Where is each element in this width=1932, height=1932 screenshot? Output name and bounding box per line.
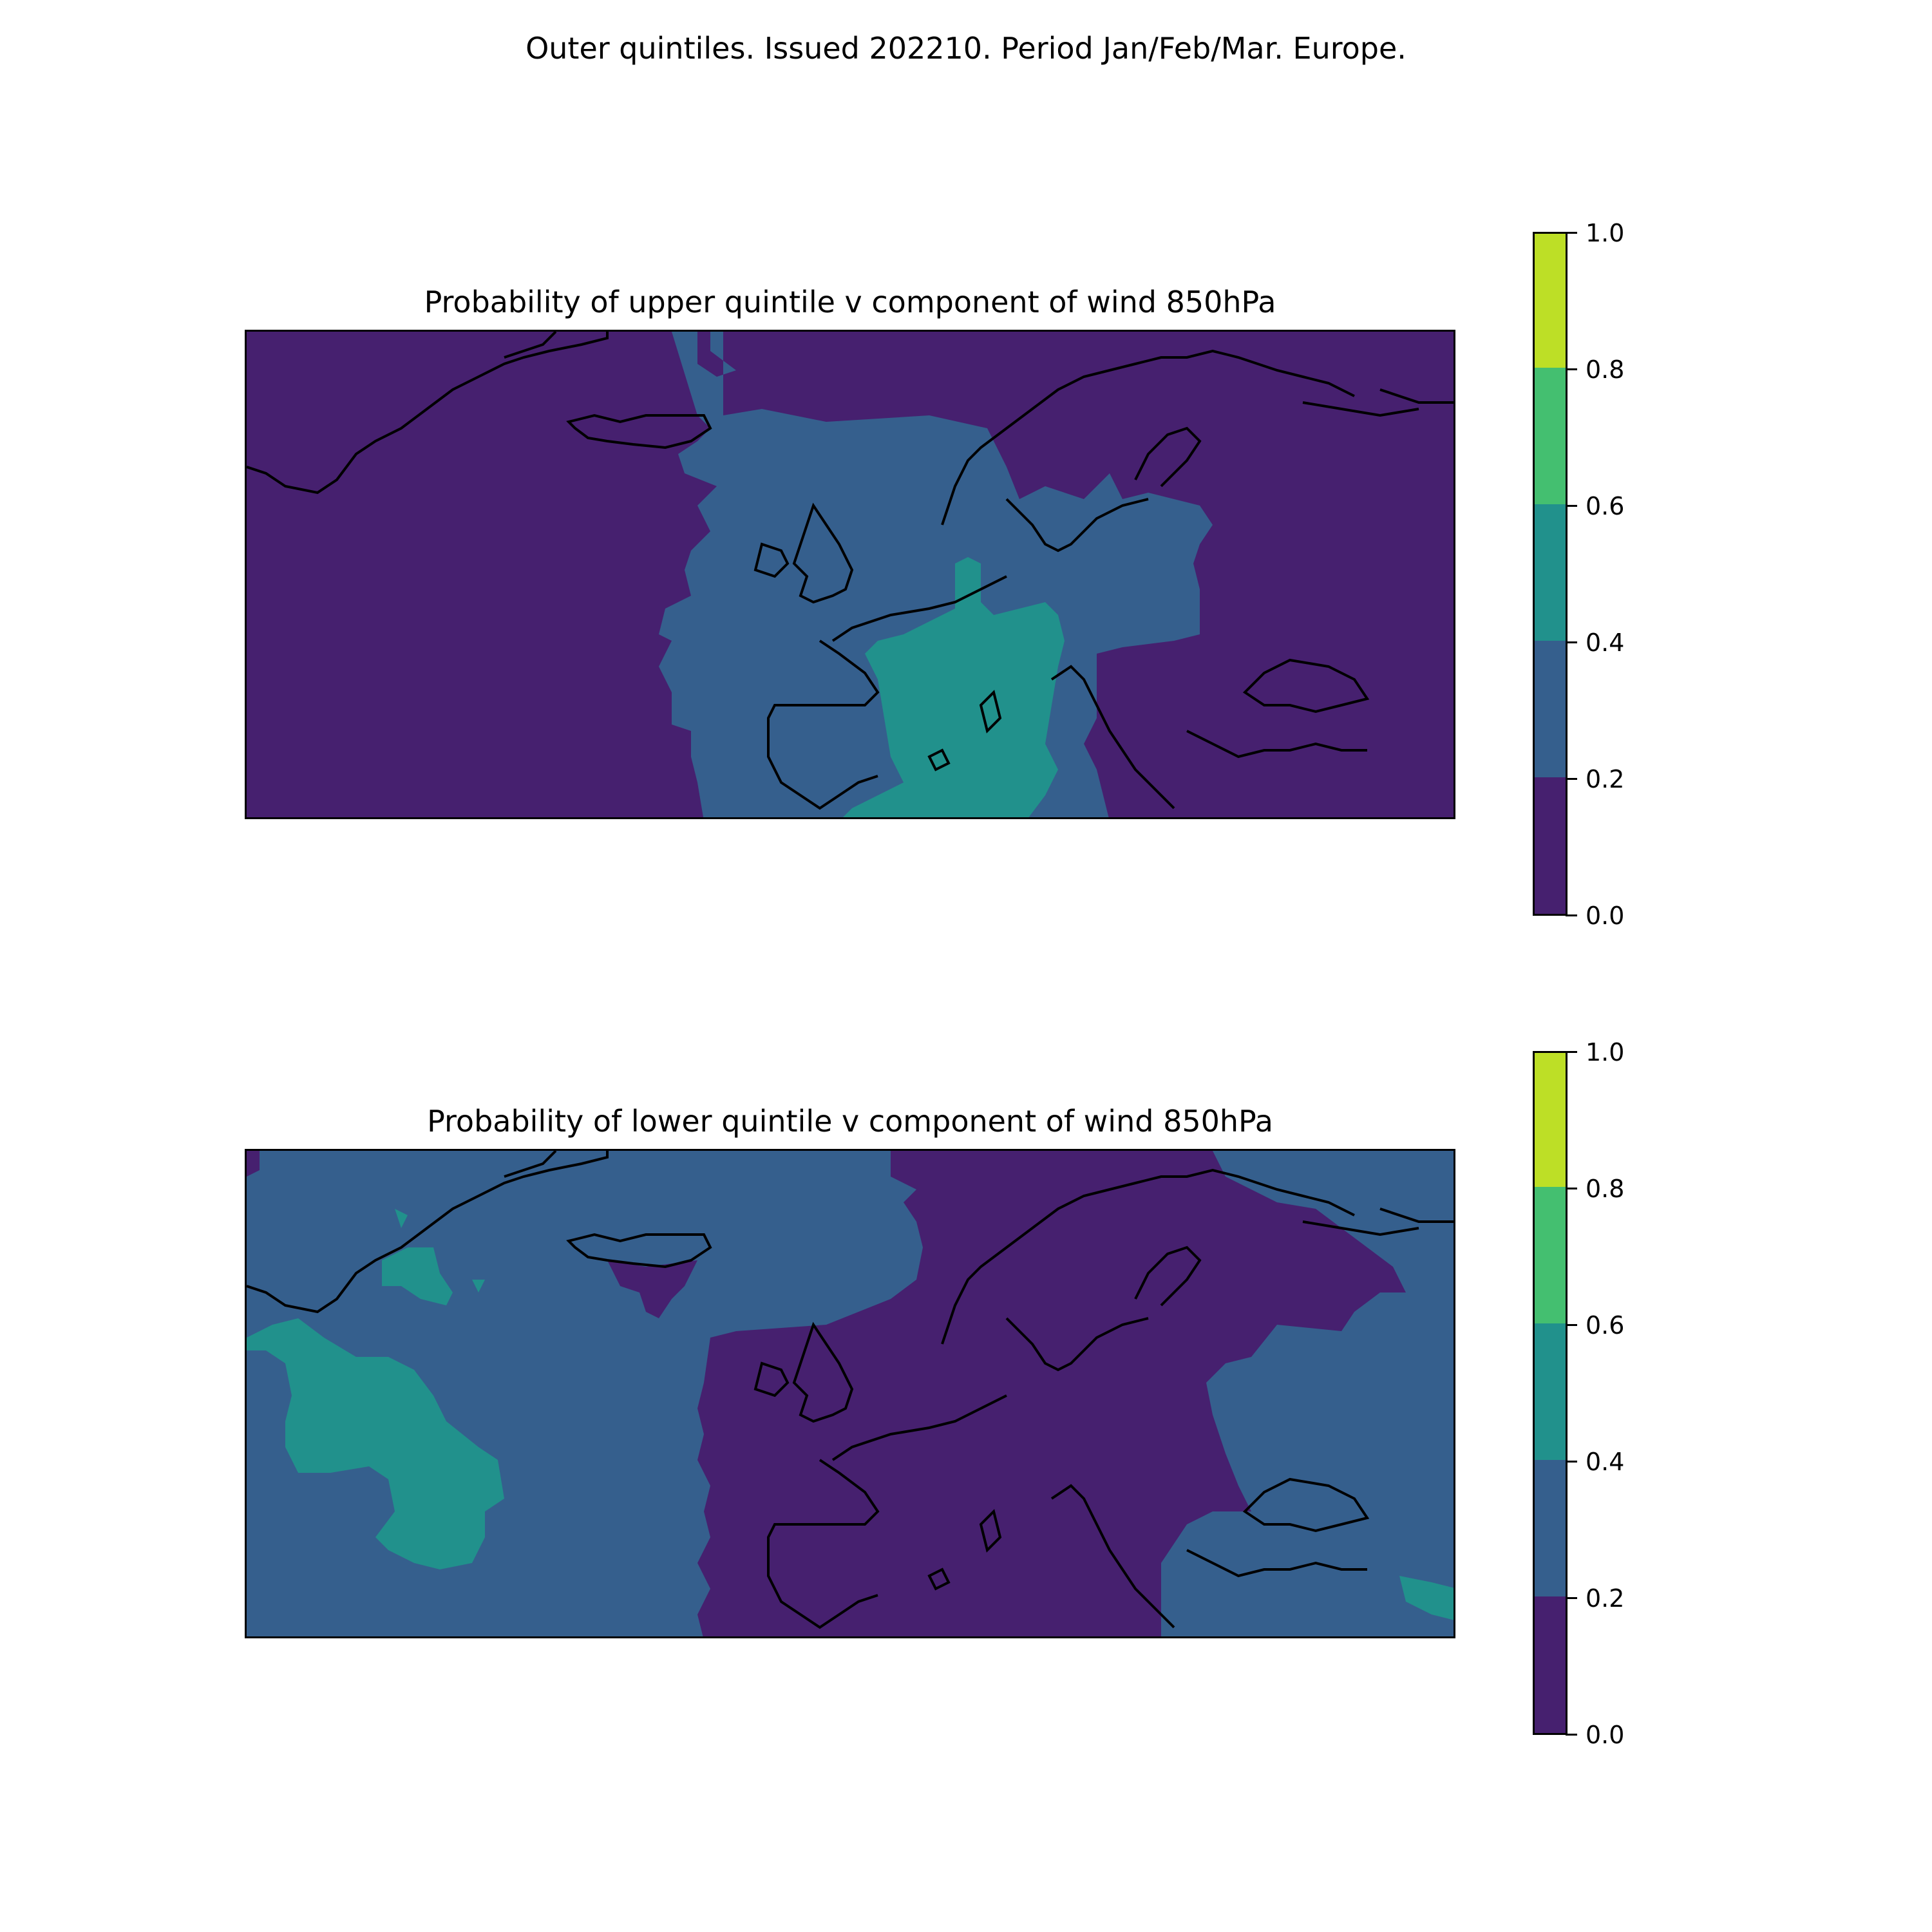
lower-band-0.4-0.6 bbox=[247, 1318, 504, 1569]
lower-colorbar-label: 0.2 bbox=[1586, 1584, 1625, 1613]
lower-colorbar-label: 1.0 bbox=[1586, 1038, 1625, 1066]
lower-colorbar-tick bbox=[1566, 1734, 1577, 1736]
lower-colorbar-label: 0.0 bbox=[1586, 1721, 1625, 1749]
upper-band-0.4-0.6 bbox=[843, 557, 1065, 817]
upper-colorbar-tick bbox=[1566, 914, 1577, 916]
lower-band-0.0-0.2 bbox=[247, 1151, 260, 1177]
upper-colorbar-band-0.4-0.6 bbox=[1535, 504, 1566, 641]
upper-colorbar-tick bbox=[1566, 641, 1577, 643]
upper-colorbar-label: 0.2 bbox=[1586, 765, 1625, 793]
lower-band-0.4-0.6 bbox=[395, 1209, 408, 1228]
lower-colorbar-tick bbox=[1566, 1597, 1577, 1599]
lower-map-svg bbox=[247, 1151, 1454, 1636]
lower-colorbar-band-0.4-0.6 bbox=[1535, 1323, 1566, 1460]
upper-band-0.2-0.4 bbox=[659, 332, 1213, 817]
upper-colorbar-band-0.0-0.2 bbox=[1535, 777, 1566, 914]
lower-colorbar-tick bbox=[1566, 1188, 1577, 1189]
upper-colorbar-tick bbox=[1566, 232, 1577, 234]
lower-colorbar-label: 0.4 bbox=[1586, 1448, 1625, 1476]
lower-band-0.4-0.6 bbox=[382, 1247, 453, 1305]
upper-colorbar-tick bbox=[1566, 505, 1577, 507]
lower-colorbar-band-0.8-1.0 bbox=[1535, 1053, 1566, 1187]
lower-coastlines bbox=[247, 1151, 1454, 1629]
upper-colorbar-band-0.8-1.0 bbox=[1535, 234, 1566, 368]
lower-colorbar-band-0.2-0.4 bbox=[1535, 1460, 1566, 1596]
lower-quintile-map bbox=[245, 1149, 1455, 1638]
figure-title: Outer quintiles. Issued 202210. Period J… bbox=[526, 31, 1406, 66]
lower-band-0.4-0.6 bbox=[1399, 1576, 1454, 1620]
upper-colorbar-label: 0.6 bbox=[1586, 492, 1625, 520]
upper-panel-title: Probability of upper quintile v componen… bbox=[424, 285, 1276, 319]
lower-colorbar-tick bbox=[1566, 1051, 1577, 1053]
upper-colorbar-label: 0.0 bbox=[1586, 902, 1625, 930]
upper-colorbar-label: 0.4 bbox=[1586, 629, 1625, 657]
upper-map-svg bbox=[247, 332, 1454, 817]
upper-colorbar-label: 1.0 bbox=[1586, 219, 1625, 247]
upper-colorbar-band-0.6-0.8 bbox=[1535, 368, 1566, 504]
upper-colorbar-label: 0.8 bbox=[1586, 355, 1625, 384]
lower-panel-title: Probability of lower quintile v componen… bbox=[427, 1104, 1273, 1139]
upper-coastlines bbox=[247, 332, 1454, 810]
lower-band-0.0-0.2 bbox=[607, 1260, 697, 1318]
lower-colorbar-tick bbox=[1566, 1461, 1577, 1463]
upper-colorbar-tick bbox=[1566, 368, 1577, 370]
upper-colorbar-tick bbox=[1566, 778, 1577, 780]
lower-colorbar-tick bbox=[1566, 1324, 1577, 1326]
upper-quintile-map bbox=[245, 330, 1455, 819]
lower-colorbar-label: 0.8 bbox=[1586, 1175, 1625, 1203]
lower-band-0.4-0.6 bbox=[472, 1280, 485, 1293]
lower-colorbar-label: 0.6 bbox=[1586, 1311, 1625, 1340]
lower-colorbar-band-0.0-0.2 bbox=[1535, 1596, 1566, 1733]
upper-colorbar bbox=[1533, 232, 1567, 916]
lower-colorbar-band-0.6-0.8 bbox=[1535, 1187, 1566, 1323]
lower-colorbar bbox=[1533, 1051, 1567, 1735]
upper-colorbar-band-0.2-0.4 bbox=[1535, 641, 1566, 777]
